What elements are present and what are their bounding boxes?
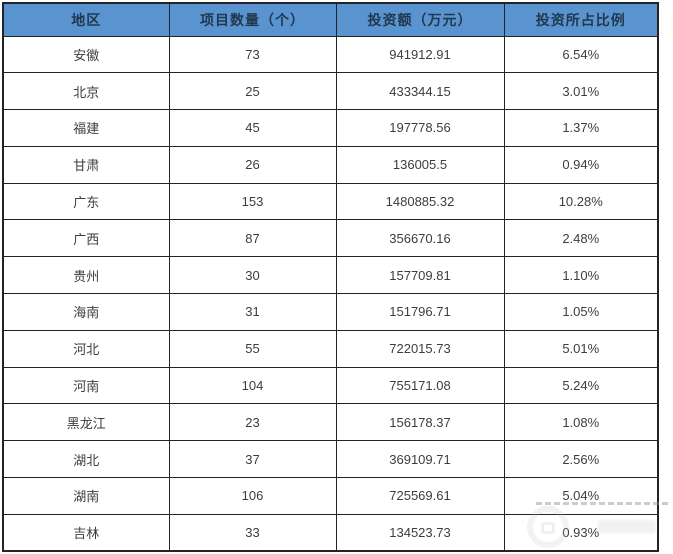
region-investment-table: 地区 项目数量（个） 投资额（万元） 投资所占比例 安徽 73 941912.9… <box>2 2 659 553</box>
table-row: 河北 55 722015.73 5.01% <box>2 329 659 368</box>
region-cell: 广西 <box>2 219 170 258</box>
investment-amount-cell: 433344.15 <box>335 72 505 111</box>
data-table: 地区 项目数量（个） 投资额（万元） 投资所占比例 安徽 73 941912.9… <box>2 2 659 553</box>
region-cell: 黑龙江 <box>2 403 170 442</box>
investment-amount-cell: 725569.61 <box>335 477 505 515</box>
investment-amount-cell: 369109.71 <box>335 440 505 479</box>
table-row: 海南 31 151796.71 1.05% <box>2 293 659 331</box>
header-row: 地区 项目数量（个） 投资额（万元） 投资所占比例 <box>2 2 659 37</box>
investment-share-cell: 1.08% <box>503 403 659 442</box>
investment-share-cell: 1.10% <box>503 256 659 295</box>
table-row: 贵州 30 157709.81 1.10% <box>2 256 659 295</box>
table-row: 河南 104 755171.08 5.24% <box>2 366 659 405</box>
investment-share-cell: 5.04% <box>503 477 659 515</box>
table-row: 甘肃 26 136005.5 0.94% <box>2 145 659 184</box>
investment-amount-cell: 134523.73 <box>335 513 505 552</box>
investment-amount-cell: 941912.91 <box>335 35 505 74</box>
region-cell: 河南 <box>2 366 170 405</box>
region-cell: 湖南 <box>2 477 170 515</box>
project-count-cell: 33 <box>168 513 337 552</box>
investment-amount-cell: 197778.56 <box>335 109 505 147</box>
region-cell: 北京 <box>2 72 170 111</box>
investment-share-cell: 2.56% <box>503 440 659 479</box>
investment-share-cell: 0.93% <box>503 513 659 552</box>
project-count-cell: 55 <box>168 329 337 368</box>
table-row: 北京 25 433344.15 3.01% <box>2 72 659 111</box>
investment-amount-cell: 1480885.32 <box>335 182 505 221</box>
table-body: 安徽 73 941912.91 6.54% 北京 25 433344.15 3.… <box>2 35 659 552</box>
investment-amount-cell: 157709.81 <box>335 256 505 295</box>
investment-share-cell: 3.01% <box>503 72 659 111</box>
project-count-cell: 45 <box>168 109 337 147</box>
region-cell: 河北 <box>2 329 170 368</box>
investment-amount-cell: 722015.73 <box>335 329 505 368</box>
region-cell: 甘肃 <box>2 145 170 184</box>
project-count-cell: 104 <box>168 366 337 405</box>
column-header-investment-amount: 投资额（万元） <box>335 2 505 37</box>
table-header: 地区 项目数量（个） 投资额（万元） 投资所占比例 <box>2 2 659 37</box>
column-header-project-count: 项目数量（个） <box>168 2 337 37</box>
table-row: 湖北 37 369109.71 2.56% <box>2 440 659 479</box>
investment-share-cell: 0.94% <box>503 145 659 184</box>
table-row: 安徽 73 941912.91 6.54% <box>2 35 659 74</box>
project-count-cell: 31 <box>168 293 337 331</box>
project-count-cell: 153 <box>168 182 337 221</box>
region-cell: 吉林 <box>2 513 170 552</box>
investment-share-cell: 2.48% <box>503 219 659 258</box>
project-count-cell: 73 <box>168 35 337 74</box>
investment-share-cell: 10.28% <box>503 182 659 221</box>
region-cell: 安徽 <box>2 35 170 74</box>
region-cell: 福建 <box>2 109 170 147</box>
project-count-cell: 23 <box>168 403 337 442</box>
table-row: 吉林 33 134523.73 0.93% <box>2 513 659 552</box>
investment-share-cell: 1.37% <box>503 109 659 147</box>
column-header-investment-share: 投资所占比例 <box>503 2 659 37</box>
region-cell: 广东 <box>2 182 170 221</box>
project-count-cell: 25 <box>168 72 337 111</box>
investment-amount-cell: 156178.37 <box>335 403 505 442</box>
region-cell: 海南 <box>2 293 170 331</box>
project-count-cell: 26 <box>168 145 337 184</box>
investment-amount-cell: 755171.08 <box>335 366 505 405</box>
investment-share-cell: 5.01% <box>503 329 659 368</box>
project-count-cell: 37 <box>168 440 337 479</box>
investment-share-cell: 6.54% <box>503 35 659 74</box>
region-cell: 湖北 <box>2 440 170 479</box>
investment-amount-cell: 151796.71 <box>335 293 505 331</box>
investment-share-cell: 5.24% <box>503 366 659 405</box>
table-row: 广西 87 356670.16 2.48% <box>2 219 659 258</box>
investment-share-cell: 1.05% <box>503 293 659 331</box>
investment-amount-cell: 136005.5 <box>335 145 505 184</box>
project-count-cell: 87 <box>168 219 337 258</box>
table-row: 湖南 106 725569.61 5.04% <box>2 477 659 515</box>
table-row: 福建 45 197778.56 1.37% <box>2 109 659 147</box>
table-row: 黑龙江 23 156178.37 1.08% <box>2 403 659 442</box>
project-count-cell: 30 <box>168 256 337 295</box>
column-header-region: 地区 <box>2 2 170 37</box>
table-row: 广东 153 1480885.32 10.28% <box>2 182 659 221</box>
project-count-cell: 106 <box>168 477 337 515</box>
investment-amount-cell: 356670.16 <box>335 219 505 258</box>
region-cell: 贵州 <box>2 256 170 295</box>
